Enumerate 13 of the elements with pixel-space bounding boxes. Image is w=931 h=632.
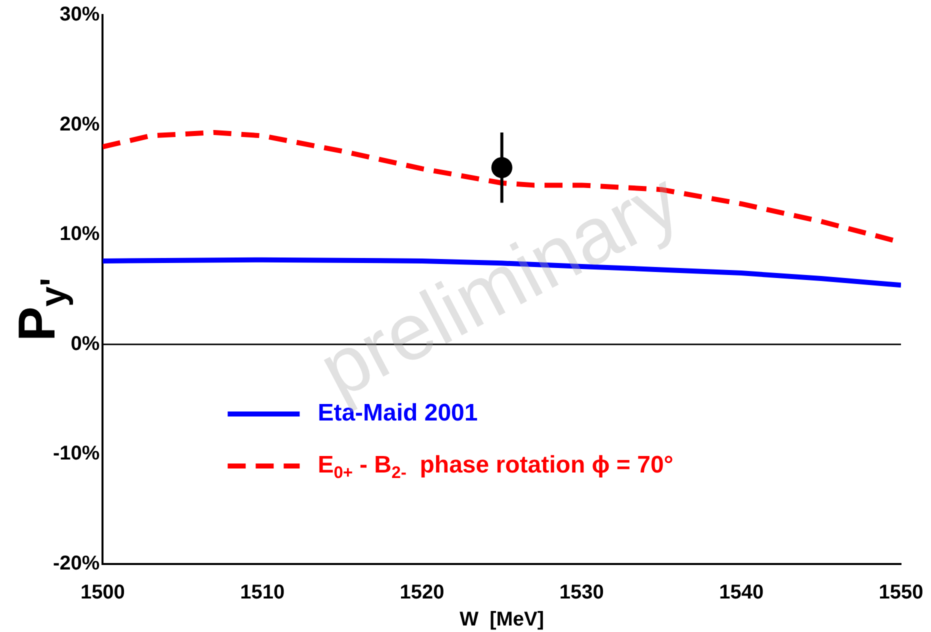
x-tick-label: 1540 (719, 582, 764, 604)
x-tick-label: 1510 (240, 582, 285, 604)
x-tick-label: 1530 (559, 582, 604, 604)
x-tick-label: 1500 (80, 582, 125, 604)
y-tick-label: -20% (52, 552, 100, 575)
x-tick-label: 1550 (878, 582, 924, 604)
y-tick-label: 10% (60, 223, 100, 246)
x-axis-title: W [MeV] (460, 608, 544, 631)
y-tick-label: 30% (60, 4, 100, 26)
y-tick-label: 20% (60, 113, 100, 136)
x-tick-label: 1520 (400, 582, 444, 604)
y-tick-label: -10% (52, 442, 100, 465)
y-tick-label: 0% (70, 332, 100, 355)
